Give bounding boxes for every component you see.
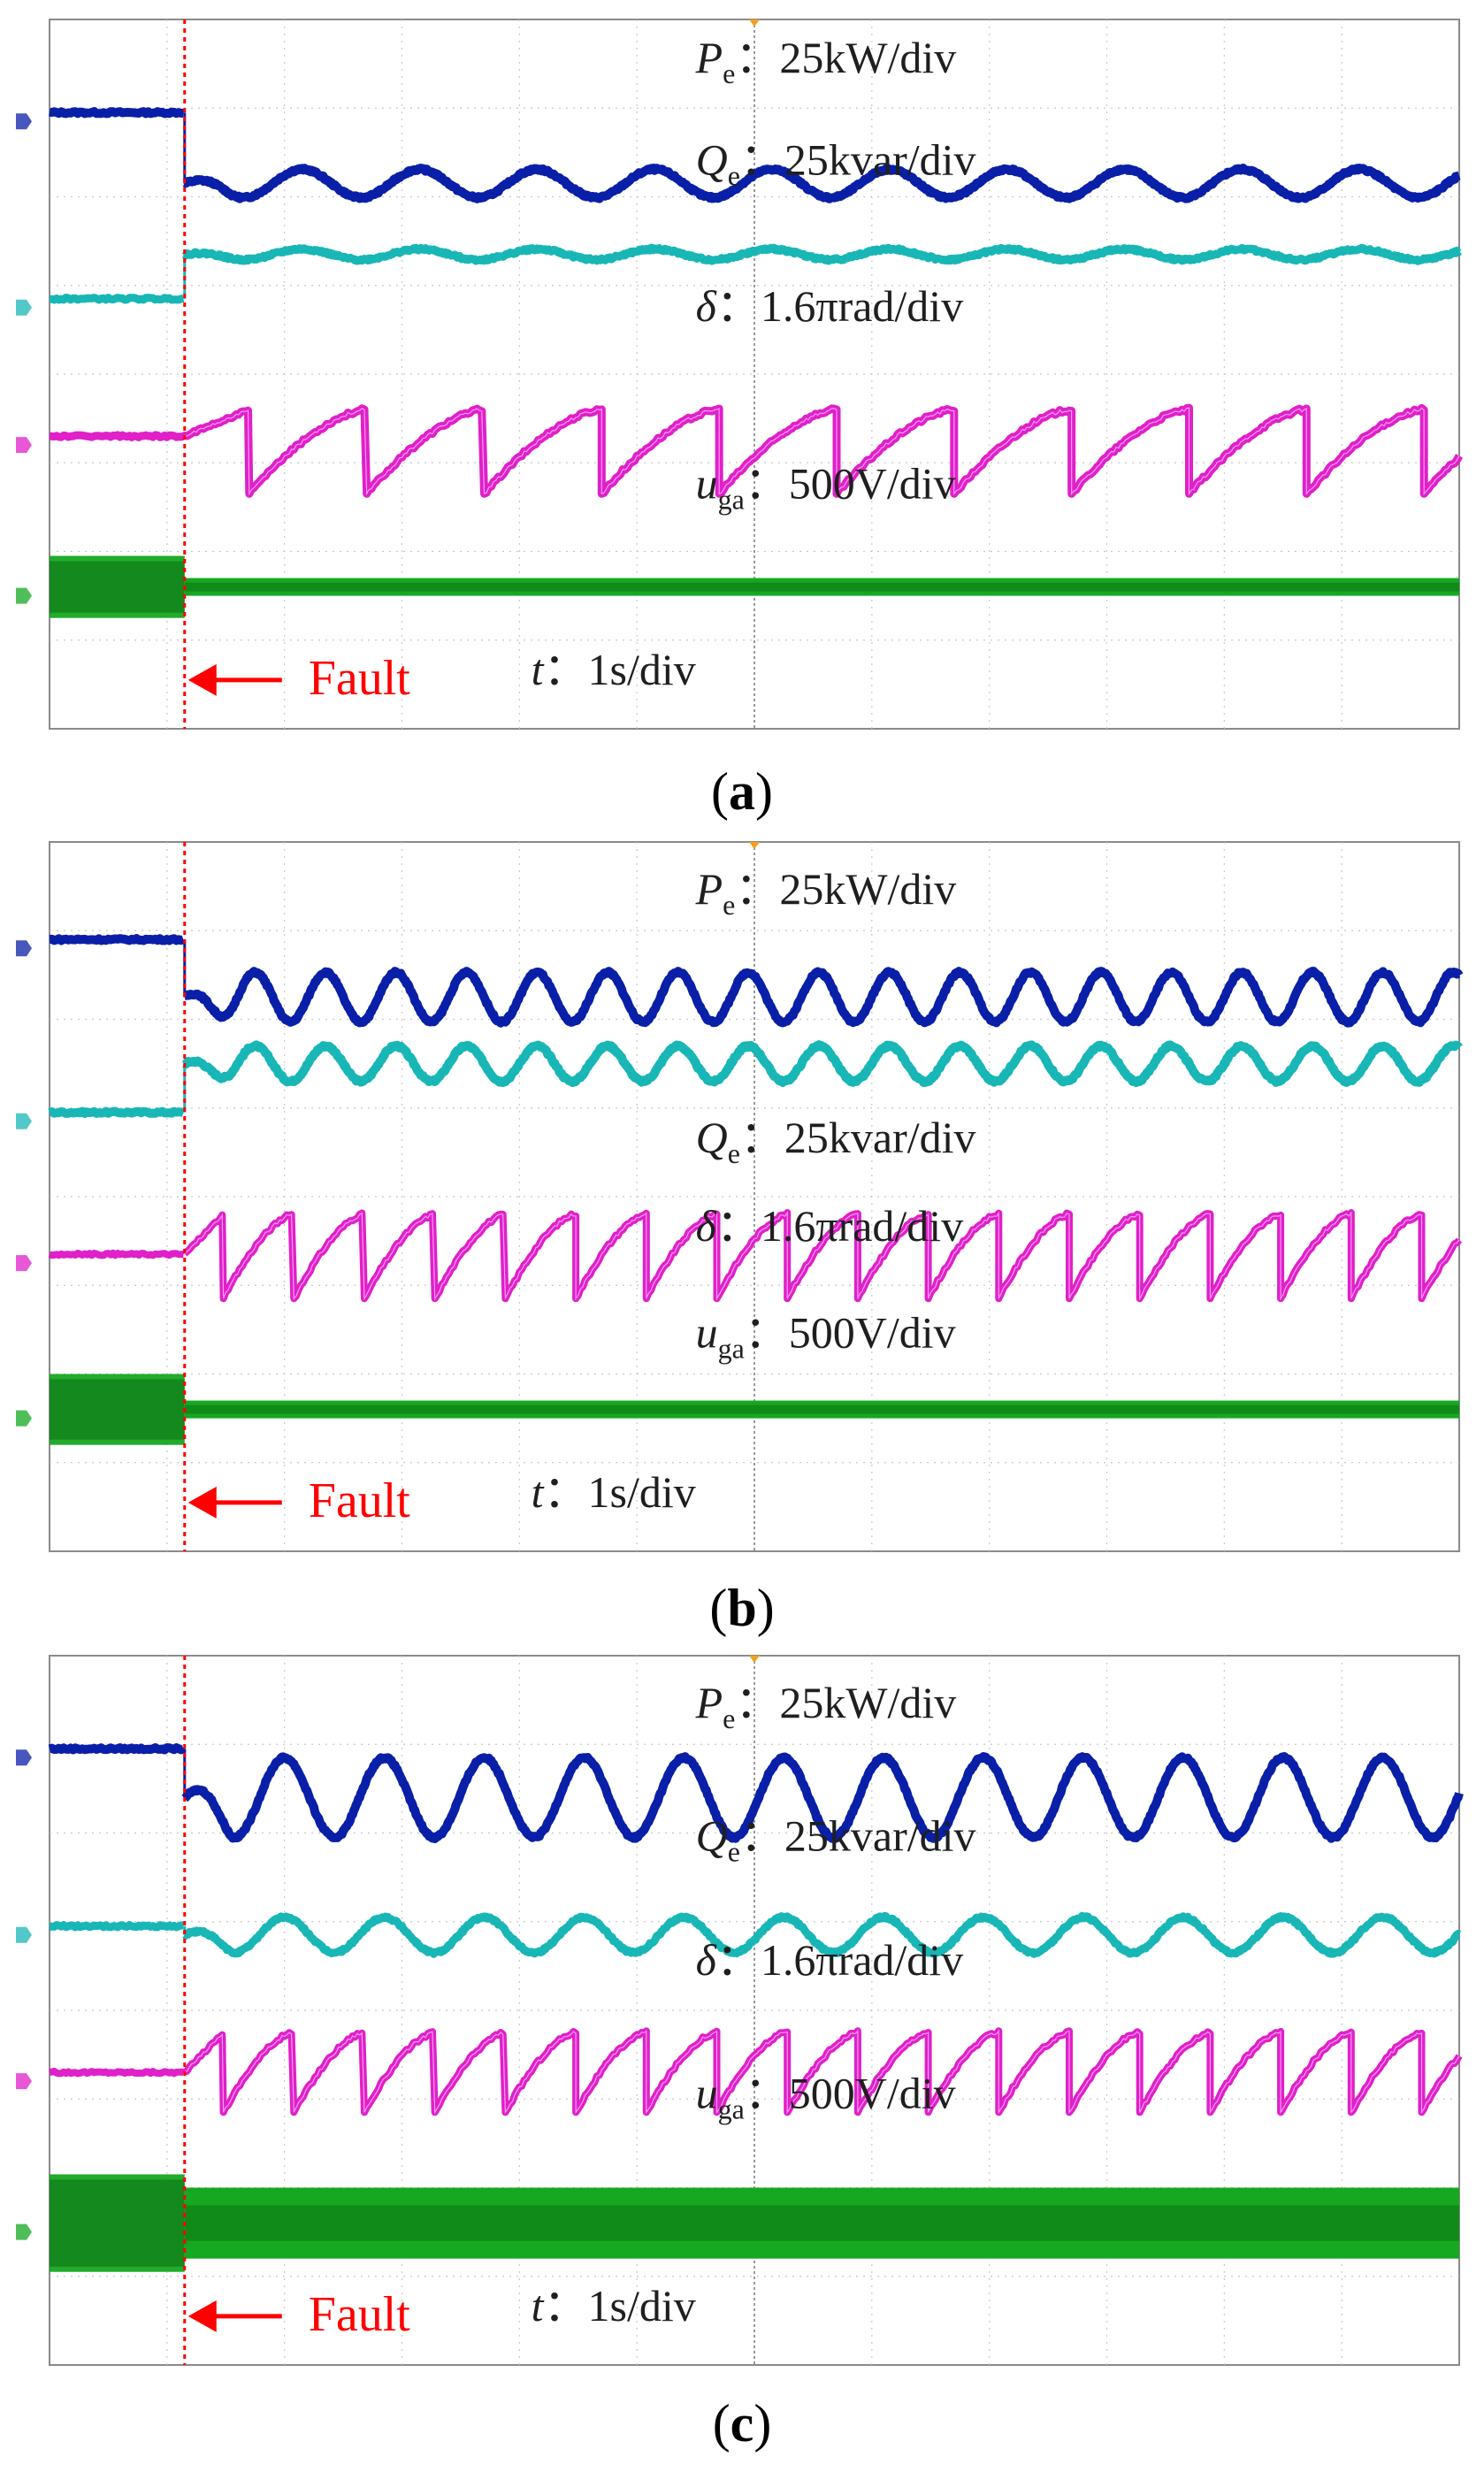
trace-post-fault-Qe — [181, 1040, 1463, 1088]
trace-pre-fault-core-uga — [50, 1379, 185, 1440]
fault-arrowhead — [187, 2300, 217, 2332]
series-Pe: Pe：25kW/div — [16, 33, 1463, 203]
trace-post-fault-core-uga — [184, 2205, 1460, 2241]
fault-label: Fault — [309, 1473, 411, 1528]
trace-pre-fault-Qe — [48, 293, 186, 304]
fault-label: Fault — [309, 2287, 411, 2342]
label-delta: δ：1.6πrad/div — [696, 281, 964, 331]
series-delta: δ：1.6πrad/div — [16, 281, 1463, 498]
panel-caption: (a) — [711, 762, 773, 821]
fault-arrowhead — [187, 1486, 217, 1519]
label-uga: uga：500V/div — [696, 2068, 956, 2124]
series-Qe: Qe：25kvar/div — [16, 1811, 1463, 1958]
label-Qe: Qe：25kvar/div — [696, 134, 976, 191]
channel-marker-Pe — [16, 940, 32, 957]
time-scale-label: t：1s/div — [532, 645, 696, 694]
label-Qe: Qe：25kvar/div — [696, 1113, 976, 1169]
trace-post-fault-core-uga — [184, 582, 1460, 592]
trace-pre-fault-Pe — [47, 107, 186, 119]
trace-post-fault-Qe — [181, 243, 1463, 265]
trigger-marker — [749, 1656, 760, 1663]
label-uga: uga：500V/div — [696, 1307, 956, 1364]
trace-post-fault-Pe — [181, 967, 1464, 1028]
trigger-marker — [749, 842, 760, 849]
time-scale-label: t：1s/div — [532, 1467, 696, 1517]
channel-marker-delta — [16, 2073, 32, 2090]
trace-post-fault-Pe — [181, 163, 1463, 203]
channel-marker-Qe — [16, 1926, 32, 1943]
trace-pre-fault-delta — [48, 1249, 185, 1259]
trace-post-fault-edge-delta — [184, 2029, 1460, 2115]
trace-post-fault-Pe — [181, 1751, 1464, 1844]
series-uga: uga：500V/div — [16, 458, 1460, 618]
trace-pre-fault-core-uga — [50, 2179, 185, 2267]
label-uga: uga：500V/div — [696, 458, 956, 515]
label-Pe: Pe：25kW/div — [695, 33, 957, 89]
series-Qe: Qe：25kvar/div — [16, 1040, 1463, 1169]
trace-pre-fault-delta — [48, 431, 186, 441]
channel-marker-uga — [16, 1410, 32, 1427]
panel-b: Pe：25kW/div Qe：25kvar/div δ：1.6πrad/div uga… — [16, 841, 1464, 1552]
trace-post-fault-core-uga — [184, 1404, 1460, 1414]
trigger-marker — [749, 19, 760, 27]
panel-a: Pe：25kW/div Qe：25kvar/div δ：1.6πrad/div uga… — [16, 19, 1463, 730]
trace-pre-fault-Qe — [48, 1921, 186, 1932]
channel-marker-delta — [16, 437, 32, 454]
trace-pre-fault-delta — [48, 2067, 185, 2078]
series-delta: δ：1.6πrad/div — [16, 1201, 1463, 1303]
label-delta: δ：1.6πrad/div — [696, 1201, 964, 1251]
channel-marker-Pe — [16, 1749, 32, 1766]
channel-marker-uga — [16, 587, 32, 604]
channel-marker-Pe — [16, 113, 32, 130]
series-Qe: Qe：25kvar/div — [16, 134, 1463, 316]
series-Pe: Pe：25kW/div — [16, 864, 1464, 1028]
trace-pre-fault-core-uga — [50, 561, 185, 613]
time-scale-label: t：1s/div — [532, 2281, 696, 2330]
label-Pe: Pe：25kW/div — [695, 1678, 957, 1734]
label-Pe: Pe：25kW/div — [695, 864, 957, 921]
fault-arrowhead — [187, 663, 217, 696]
trace-pre-fault-Pe — [47, 1742, 187, 1755]
channel-marker-delta — [16, 1255, 32, 1272]
trace-pre-fault-Pe — [47, 934, 186, 945]
panel-c: Pe：25kW/div Qe：25kvar/div δ：1.6πrad/div uga… — [16, 1655, 1464, 2366]
trace-post-fault-edge-delta — [184, 1211, 1460, 1301]
series-delta: δ：1.6πrad/div — [16, 1935, 1463, 2116]
channel-marker-Qe — [16, 1113, 32, 1129]
series-uga: uga：500V/div — [16, 2068, 1460, 2272]
series-Pe: Pe：25kW/div — [16, 1678, 1464, 1844]
channel-marker-Qe — [16, 299, 32, 316]
trace-pre-fault-Qe — [47, 1106, 186, 1119]
fault-label: Fault — [309, 651, 411, 706]
panel-caption: (b) — [709, 1579, 774, 1637]
trace-post-fault-edge-delta — [184, 407, 1460, 496]
channel-marker-uga — [16, 2223, 32, 2240]
trace-post-fault-Qe — [181, 1911, 1463, 1958]
series-uga: uga：500V/div — [16, 1307, 1460, 1445]
label-delta: δ：1.6πrad/div — [696, 1935, 964, 1985]
label-Qe: Qe：25kvar/div — [696, 1811, 976, 1868]
panel-caption: (c) — [713, 2394, 772, 2453]
